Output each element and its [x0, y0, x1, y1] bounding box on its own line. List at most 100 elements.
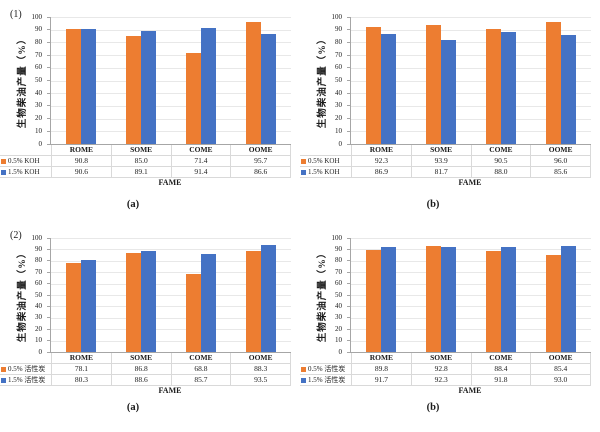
panel-label: (b) — [426, 402, 440, 413]
y-axis-ticks: 0 10 20 30 40 50 60 70 80 90 100 — [0, 233, 50, 355]
value-cell: 93.5 — [230, 374, 291, 386]
y-tick-label: 90 — [35, 244, 42, 253]
value-cell: 86.9 — [351, 166, 412, 178]
value-cell: 88.3 — [230, 363, 291, 375]
gridline — [351, 105, 591, 107]
panel-label: (b) — [426, 199, 440, 210]
bar-1.5%-KOH-rome — [381, 33, 396, 144]
y-tick-label: 100 — [31, 233, 43, 242]
data-table: ROME SOME COME OOME 0.5% 活性炭 89.8 92.8 88.4 85.4… — [300, 353, 591, 386]
y-tick-label: 40 — [335, 88, 342, 97]
y-tick-mark — [47, 105, 50, 107]
bar-1.5%-KOH-oome — [261, 34, 276, 144]
bar-0.5%-KOH-come — [186, 53, 201, 144]
gridline — [351, 80, 591, 82]
bar-group-some — [411, 17, 471, 144]
y-tick-mark — [47, 92, 50, 94]
legend-cell: 1.5% 活性炭 — [300, 374, 352, 386]
value-cell: 89.8 — [351, 363, 412, 375]
legend-key: 0.5% 活性炭 — [300, 365, 351, 374]
bar-1.5%-KOH-come — [501, 32, 516, 144]
bar-group-come — [471, 17, 531, 144]
value-cell: 92.3 — [410, 374, 472, 386]
value-cell: 80.3 — [51, 374, 112, 386]
series-row: 1.5% KOH 86.9 81.7 88.0 85.6 — [300, 166, 591, 178]
gridline — [351, 42, 591, 44]
y-tick-label: 10 — [335, 126, 342, 135]
series-row: 0.5% KOH 90.8 85.0 71.4 95.7 — [0, 155, 291, 167]
bar-group-rome — [51, 238, 111, 352]
plot-area — [350, 238, 591, 353]
gridline — [351, 317, 591, 319]
bar-group-rome — [51, 17, 111, 144]
category-header-cell: ROME — [51, 353, 112, 364]
bar-0.5%-KOH-some — [426, 24, 441, 144]
gridline — [51, 29, 291, 31]
table-header-row: ROME SOME COME OOME — [0, 353, 291, 364]
category-header-cell: SOME — [110, 145, 172, 156]
category-header-cell: ROME — [351, 353, 412, 364]
bar-0.5%-KOH-rome — [366, 26, 381, 144]
y-tick-label: 50 — [35, 76, 42, 84]
value-cell: 81.7 — [410, 166, 472, 178]
y-tick-label: 20 — [35, 114, 42, 123]
bar-group-come — [171, 17, 231, 144]
gridline — [351, 67, 591, 69]
y-tick-label: 90 — [35, 25, 42, 34]
series-row: 1.5% 活性炭 91.7 92.3 91.8 93.0 — [300, 374, 591, 386]
y-tick-mark — [47, 248, 50, 250]
y-axis-ticks: 0 10 20 30 40 50 60 70 80 90 100 — [300, 234, 350, 355]
gridline — [351, 238, 591, 239]
category-header-cell: OOME — [530, 145, 591, 156]
bar-0.5%-活性炭-come — [186, 273, 201, 352]
y-tick-label: 10 — [35, 336, 42, 345]
legend-cell: 0.5% KOH — [0, 155, 52, 167]
category-header-cell: SOME — [110, 353, 172, 364]
gridline — [51, 306, 291, 308]
y-tick-mark — [47, 271, 50, 273]
bar-1.5%-KOH-some — [141, 30, 156, 144]
x-axis-label: FAME — [458, 386, 482, 395]
category-header-cell: COME — [470, 353, 532, 364]
value-cell: 68.8 — [170, 363, 232, 375]
gridline — [351, 249, 591, 251]
gridline — [51, 80, 291, 82]
gridline — [351, 29, 591, 31]
legend-key: 1.5% KOH — [300, 168, 351, 177]
y-tick-mark — [47, 80, 50, 81]
y-tick-label: 10 — [35, 126, 42, 135]
y-tick-mark — [347, 317, 350, 319]
bar-group-oome — [231, 17, 291, 144]
gridline — [351, 118, 591, 120]
bar-1.5%-KOH-some — [441, 40, 456, 144]
value-cell: 90.5 — [470, 155, 532, 167]
legend-key: 0.5% KOH — [300, 157, 351, 166]
y-tick-label: 0 — [338, 347, 343, 356]
y-tick-mark — [347, 351, 350, 353]
y-tick-mark — [347, 16, 350, 18]
y-tick-mark — [47, 41, 50, 43]
bar-0.5%-活性炭-oome — [246, 251, 261, 352]
y-tick-label: 80 — [335, 37, 342, 46]
gridline — [51, 105, 291, 107]
y-tick-mark — [47, 294, 50, 296]
y-tick-mark — [47, 283, 50, 285]
bar-1.5%-活性炭-oome — [561, 245, 576, 352]
bar-1.5%-活性炭-come — [201, 254, 216, 352]
bar-0.5%-KOH-come — [486, 29, 501, 144]
legend-swatch — [1, 377, 6, 383]
y-tick-label: 70 — [335, 50, 342, 59]
y-tick-mark — [347, 328, 350, 330]
y-tick-label: 80 — [335, 256, 342, 265]
x-axis-label: FAME — [158, 178, 182, 187]
category-header-cell: OOME — [530, 353, 591, 364]
legend-key: 1.5% KOH — [0, 168, 51, 177]
y-tick-label: 60 — [335, 63, 342, 72]
bar-1.5%-活性炭-some — [141, 251, 156, 352]
table-header-row: ROME SOME COME OOME — [300, 353, 591, 364]
legend-swatch — [1, 366, 6, 372]
y-tick-label: 30 — [335, 313, 342, 322]
bar-0.5%-活性炭-some — [426, 246, 441, 352]
y-tick-label: 30 — [335, 101, 342, 110]
y-tick-label: 0 — [338, 139, 343, 148]
